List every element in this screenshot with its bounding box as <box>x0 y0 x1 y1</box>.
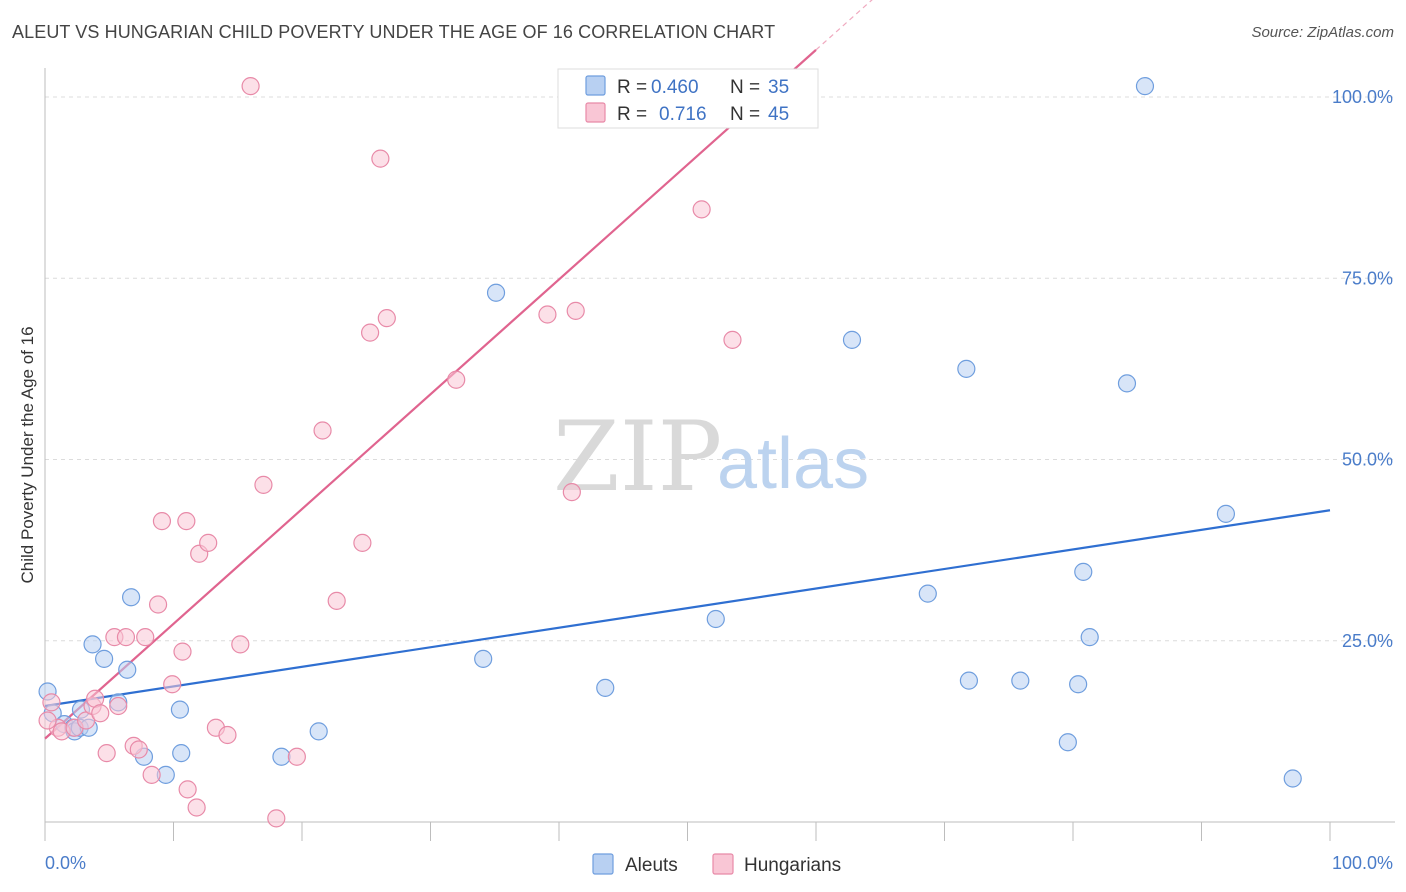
legend-r-label-hungarians: R = <box>617 104 647 125</box>
point-hungarians <box>129 740 148 759</box>
point-aleuts <box>1069 675 1088 694</box>
point-aleuts <box>486 283 506 302</box>
legend-n-value-aleuts: 35 <box>768 77 789 98</box>
trend-line-hungarians <box>44 49 817 740</box>
point-aleuts <box>170 700 190 719</box>
point-hungarians <box>42 693 61 712</box>
point-aleuts <box>121 588 141 607</box>
watermark: ZIP atlas <box>553 401 869 513</box>
point-aleuts <box>1117 374 1137 393</box>
point-hungarians <box>163 675 182 694</box>
point-hungarians <box>199 533 218 552</box>
point-aleuts <box>1011 671 1030 690</box>
point-aleuts <box>172 744 191 763</box>
point-aleuts <box>959 671 979 690</box>
bottom-legend-swatch-aleuts <box>592 853 614 875</box>
x-tick-label-min: 0.0% <box>45 853 86 873</box>
point-aleuts <box>309 722 328 741</box>
legend-swatch-aleuts <box>585 75 606 96</box>
point-aleuts <box>1283 769 1302 788</box>
y-tick-labels: 25.0% 50.0% 75.0% 100.0% <box>1332 87 1393 651</box>
y-tick-label: 75.0% <box>1342 268 1393 288</box>
point-hungarians <box>371 149 390 168</box>
series-hungarians <box>38 77 742 828</box>
point-hungarians <box>327 591 346 610</box>
point-hungarians <box>562 483 581 502</box>
legend-r-label-aleuts: R = <box>617 77 647 98</box>
legend-n-label-aleuts: N = <box>730 77 760 98</box>
trend-line-extension-hungarians <box>815 0 873 51</box>
point-aleuts <box>1216 504 1236 523</box>
point-hungarians <box>91 704 110 723</box>
point-hungarians <box>218 725 237 745</box>
point-hungarians <box>136 628 155 647</box>
point-hungarians <box>148 595 168 614</box>
point-hungarians <box>313 421 332 440</box>
point-hungarians <box>187 798 206 817</box>
point-aleuts <box>118 660 137 679</box>
point-hungarians <box>287 747 306 766</box>
point-hungarians <box>538 305 557 324</box>
data-points <box>38 77 1302 828</box>
point-hungarians <box>177 512 196 531</box>
source-credit: Source: ZipAtlas.com <box>1251 24 1394 41</box>
x-tick-label-max: 100.0% <box>1332 853 1393 873</box>
point-hungarians <box>267 809 286 828</box>
point-hungarians <box>142 765 161 784</box>
legend-n-value-hungarians: 45 <box>768 104 789 125</box>
point-aleuts <box>957 359 976 378</box>
point-aleuts <box>706 609 725 629</box>
point-aleuts <box>1074 562 1093 581</box>
point-hungarians <box>152 512 172 531</box>
point-hungarians <box>178 780 197 799</box>
point-hungarians <box>254 475 273 494</box>
y-tick-label: 25.0% <box>1342 631 1393 651</box>
watermark-atlas: atlas <box>717 424 869 504</box>
point-hungarians <box>116 628 136 647</box>
series-legend: Aleuts Hungarians <box>592 853 841 876</box>
trend-line-aleuts <box>44 509 1331 708</box>
legend-r-value-hungarians: 0.716 <box>659 104 707 125</box>
point-aleuts <box>918 584 937 603</box>
y-tick-label: 100.0% <box>1332 87 1393 107</box>
x-tick-labels: 0.0% 100.0% <box>45 853 1393 873</box>
point-hungarians <box>692 200 711 219</box>
point-aleuts <box>1080 628 1099 647</box>
point-aleuts <box>474 649 493 668</box>
point-hungarians <box>361 323 380 342</box>
point-hungarians <box>38 711 57 730</box>
y-axis-label: Child Poverty Under the Age of 16 <box>18 326 37 583</box>
trend-lines <box>44 0 1331 740</box>
point-hungarians <box>566 301 585 320</box>
legend-r-value-aleuts: 0.460 <box>651 77 699 98</box>
point-aleuts <box>596 678 615 697</box>
stats-legend: R = 0.460 N = 35 R = 0.716 N = 45 <box>557 68 819 129</box>
point-aleuts <box>83 635 102 654</box>
y-tick-label: 50.0% <box>1342 450 1393 470</box>
chart-title: ALEUT VS HUNGARIAN CHILD POVERTY UNDER T… <box>12 22 776 42</box>
legend-n-label-hungarians: N = <box>730 104 760 125</box>
point-aleuts <box>95 649 114 668</box>
point-hungarians <box>723 330 742 349</box>
point-aleuts <box>1135 77 1155 96</box>
point-hungarians <box>173 642 192 661</box>
point-aleuts <box>842 330 862 349</box>
point-hungarians <box>241 77 260 96</box>
point-hungarians <box>353 533 372 552</box>
point-hungarians <box>231 635 250 654</box>
point-hungarians <box>447 370 466 389</box>
bottom-legend-label-hungarians: Hungarians <box>744 855 841 876</box>
bottom-legend-label-aleuts: Aleuts <box>625 855 678 876</box>
point-hungarians <box>97 744 116 763</box>
bottom-legend-swatch-hungarians <box>712 853 734 875</box>
point-hungarians <box>109 696 128 716</box>
legend-swatch-hungarians <box>585 102 606 123</box>
point-aleuts <box>272 747 291 766</box>
point-hungarians <box>377 309 396 328</box>
watermark-zip: ZIP <box>553 401 722 513</box>
point-aleuts <box>1058 733 1077 752</box>
